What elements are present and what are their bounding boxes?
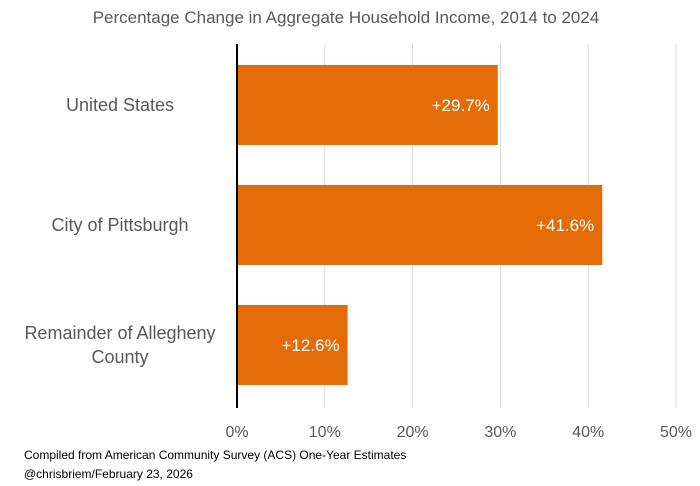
x-tick-label: 40% bbox=[572, 424, 604, 441]
x-axis-ticks: 0% 10% 20% 30% 40% 50% bbox=[225, 424, 692, 441]
category-label-line: United States bbox=[66, 95, 174, 115]
x-tick-label: 20% bbox=[397, 424, 429, 441]
category-label: United States bbox=[66, 95, 174, 115]
bar-value-label: +12.6% bbox=[281, 336, 339, 355]
category-labels: United States City of Pittsburgh Remainder… bbox=[24, 95, 215, 367]
category-label: City of Pittsburgh bbox=[51, 215, 188, 235]
credit-note: @chrisbriem/February 23, 2026 bbox=[24, 467, 193, 481]
bar bbox=[237, 65, 498, 145]
category-label-line: County bbox=[91, 347, 148, 367]
bars bbox=[237, 65, 603, 385]
x-tick-label: 50% bbox=[660, 424, 692, 441]
bar-value-label: +41.6% bbox=[536, 216, 594, 235]
bar bbox=[237, 305, 348, 385]
bar bbox=[237, 185, 603, 265]
x-tick-label: 0% bbox=[225, 424, 248, 441]
x-tick-label: 10% bbox=[309, 424, 341, 441]
x-tick-label: 30% bbox=[484, 424, 516, 441]
category-label-line: Remainder of Allegheny bbox=[24, 323, 215, 343]
bar-value-label: +29.7% bbox=[432, 96, 490, 115]
source-note: Compiled from American Community Survey … bbox=[24, 448, 407, 462]
value-labels: +29.7% +41.6% +12.6% bbox=[281, 96, 594, 355]
category-label: Remainder of Allegheny County bbox=[24, 323, 215, 367]
category-label-line: City of Pittsburgh bbox=[51, 215, 188, 235]
chart-title: Percentage Change in Aggregate Household… bbox=[93, 8, 600, 27]
